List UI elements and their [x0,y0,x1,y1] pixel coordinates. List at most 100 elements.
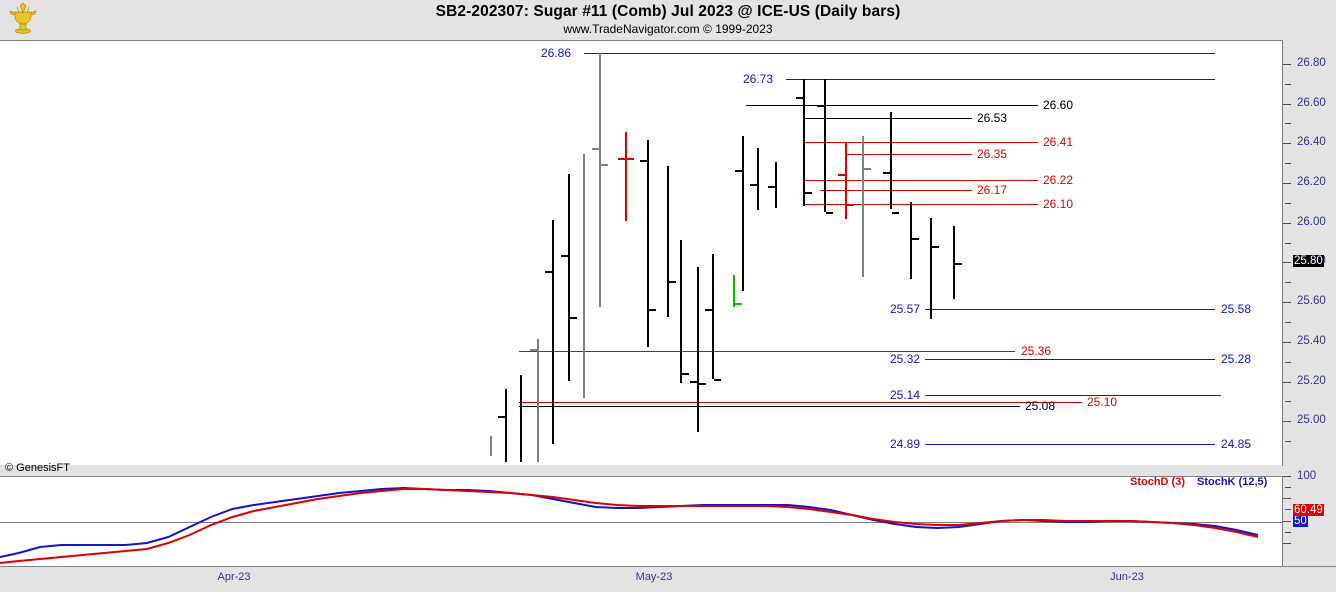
indicator-legend-stochd[interactable]: StochD (3) [1130,476,1185,488]
price-bar[interactable] [845,142,847,219]
open-tick [545,271,552,273]
price-bar[interactable] [505,389,507,462]
annotation-line[interactable] [584,53,1215,54]
indicator-series-line [0,488,1258,557]
axis-tick-minor [1285,441,1291,442]
price-bar[interactable] [910,202,912,279]
price-bar[interactable] [697,267,699,432]
open-tick [705,309,712,311]
price-axis-label: 25.20 [1297,375,1326,387]
axis-tick [1283,143,1291,144]
price-bar[interactable] [625,132,627,221]
price-bar[interactable] [733,275,735,307]
open-tick [530,349,537,351]
axis-tick [1283,302,1291,303]
axis-tick-minor [1285,84,1291,85]
indicator-axis-tick [1283,543,1291,544]
annotation-label-right: 26.41 [1043,135,1074,149]
open-tick [690,381,697,383]
annotation-label-left: 26.86 [540,46,571,60]
price-bar[interactable] [775,162,777,208]
annotation-label-right: 26.60 [1043,98,1074,112]
annotation-line[interactable] [519,402,1082,403]
annotation-label-right: 26.53 [977,111,1008,125]
annotation-line[interactable] [786,79,1215,80]
price-bar[interactable] [599,53,601,307]
axis-tick-minor [1285,203,1291,204]
price-bar[interactable] [824,79,826,212]
annotation-line[interactable] [925,359,1215,360]
indicator-axis-tick [1283,521,1291,522]
stochastic-curves [0,477,1282,566]
open-tick [561,255,568,257]
price-axis-label: 25.60 [1297,295,1326,307]
price-axis-label: 26.60 [1297,97,1326,109]
annotation-label-right: 26.17 [977,183,1008,197]
axis-tick-minor [1285,243,1291,244]
indicator-legend-stochk[interactable]: StochK (12,5) [1197,476,1268,488]
annotation-label-left: 25.57 [889,302,920,316]
subtitle: www.TradeNavigator.com © 1999-2023 [563,22,773,36]
annotation-line[interactable] [746,105,1038,106]
price-bar[interactable] [680,240,682,383]
genesis-watermark: © GenesisFT [5,462,70,474]
annotation-label-right: 26.10 [1043,197,1074,211]
price-axis[interactable]: 26.80 26.60 26.40 26.20 26.00 25.80 25.60 25.40… [1283,40,1336,565]
annotation-line[interactable] [925,444,1215,445]
annotation-line[interactable] [803,118,972,119]
price-bar[interactable] [757,148,759,210]
annotation-line[interactable] [845,154,972,155]
price-axis-label: 25.00 [1297,414,1326,426]
price-chart-panel[interactable]: 26.86 26.73 26.60 26.53 26.41 26.35 26.22 26.17… [0,40,1283,466]
annotation-line[interactable] [803,142,1038,143]
price-bar[interactable] [647,140,649,347]
price-bar[interactable] [552,220,554,444]
close-tick [932,246,939,248]
price-bar[interactable] [490,436,492,456]
stochastic-indicator-panel[interactable]: StochD (3) StochK (12,5) [0,476,1283,566]
price-bar[interactable] [712,254,714,379]
close-tick [892,212,899,214]
open-tick [768,186,775,188]
price-bar[interactable] [862,136,864,277]
price-bar[interactable] [930,218,932,319]
price-bar[interactable] [890,112,892,209]
annotation-line[interactable] [925,395,1221,396]
axis-tick-minor [1285,163,1291,164]
current-price-badge: 25.80 [1293,255,1324,267]
indicator-axis-tick [1285,532,1291,533]
price-bar[interactable] [583,154,585,398]
price-bar[interactable] [803,79,805,206]
price-bar[interactable] [520,375,522,462]
annotation-line[interactable] [925,309,1215,310]
price-bar[interactable] [953,226,955,299]
open-tick [592,148,599,150]
annotation-line[interactable] [803,204,1038,205]
price-bar[interactable] [742,136,744,291]
annotation-line[interactable] [803,180,1038,181]
indicator-axis-label-100: 100 [1297,470,1317,482]
price-bar[interactable] [667,166,669,317]
annotation-label-right: 25.58 [1221,302,1252,316]
indicator-midline [0,522,1282,523]
annotation-line[interactable] [519,351,1015,352]
open-tick [618,158,625,160]
axis-tick [1283,342,1291,343]
annotation-label-left: 26.73 [742,72,773,86]
indicator-series-line [0,489,1258,563]
price-bar[interactable] [568,174,570,381]
axis-tick-minor [1285,322,1291,323]
page-title: SB2-202307: Sugar #11 (Comb) Jul 2023 @ … [435,3,901,20]
date-axis-label: Jun-23 [1110,571,1144,583]
close-tick [669,281,676,283]
annotation-line[interactable] [519,406,1020,407]
axis-tick [1283,64,1291,65]
price-axis-label: 25.40 [1297,335,1326,347]
close-tick [699,383,706,385]
price-bar[interactable] [537,339,539,462]
axis-tick-minor [1285,362,1291,363]
date-axis[interactable]: Apr-23 May-23 Jun-23 [0,566,1336,592]
open-tick [838,174,845,176]
annotation-line[interactable] [820,190,972,191]
panel-divider [0,465,1282,476]
